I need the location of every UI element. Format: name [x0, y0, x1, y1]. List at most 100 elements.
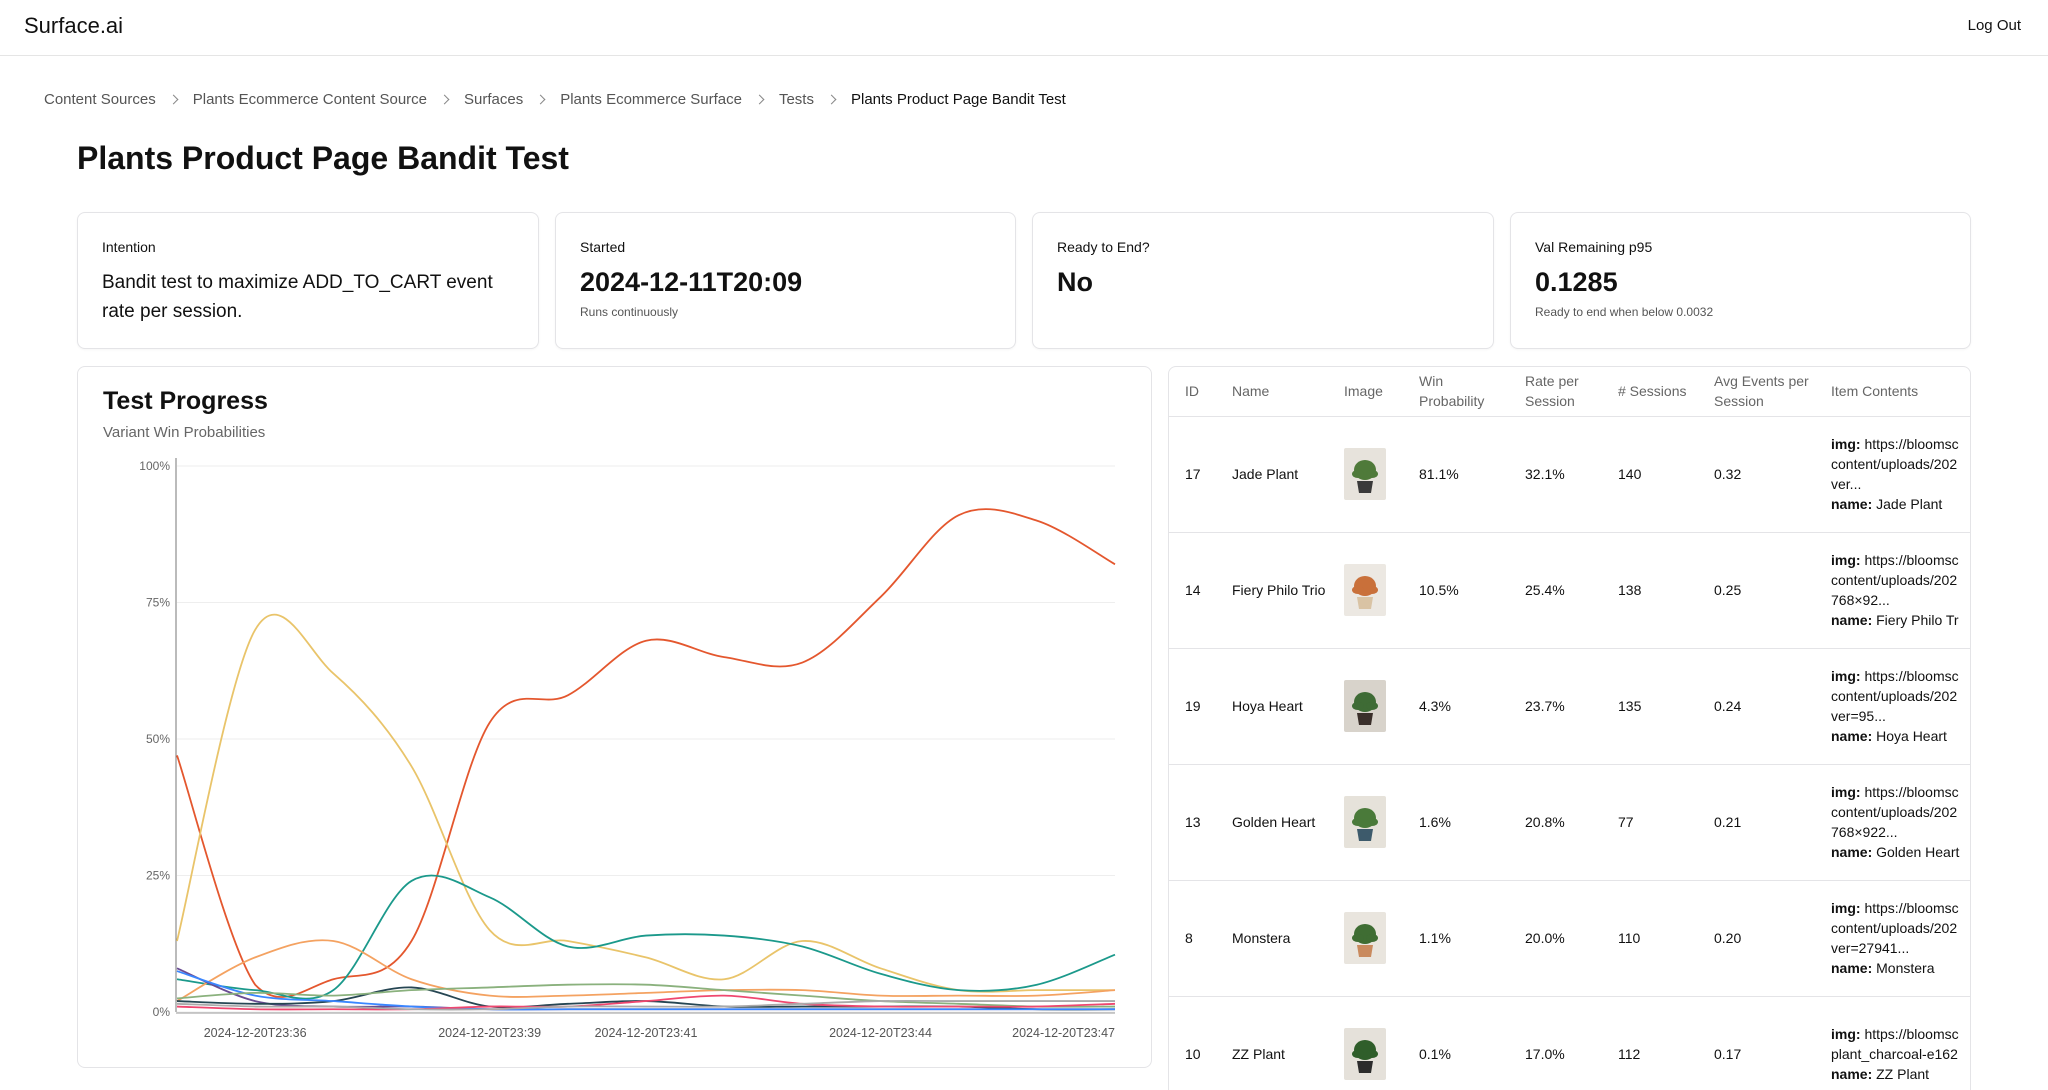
content-img-line: ver=27941...	[1831, 940, 1910, 956]
val-remaining-label: Val Remaining p95	[1535, 239, 1653, 255]
cell-rate-per-session: 20.8%	[1509, 764, 1602, 881]
content-name-key: name:	[1831, 496, 1873, 512]
content-name-value: Monstera	[1876, 960, 1935, 976]
plant-thumbnail	[1344, 912, 1386, 964]
table-row[interactable]: 19 Hoya Heart 4.3% 23.7% 135 0.24 img: https:/…	[1169, 648, 1970, 765]
plant-thumbnail	[1344, 564, 1386, 616]
series-line	[176, 967, 1115, 1011]
series-line	[176, 874, 1116, 1000]
cell-item-contents: img: https://bloomsc plant_charcoal-e162 n…	[1815, 996, 1970, 1090]
cell-sessions: 135	[1602, 648, 1698, 765]
variants-table: ID Name Image Win Probability Rate per S…	[1169, 367, 1970, 1090]
val-remaining-sub: Ready to end when below 0.0032	[1535, 305, 1714, 319]
y-tick-label: 50%	[146, 732, 170, 746]
cell-avg-events: 0.24	[1698, 648, 1815, 765]
table-row[interactable]: 17 Jade Plant 81.1% 32.1% 140 0.32 img: https:…	[1169, 416, 1970, 533]
cell-win-probability: 0.1%	[1403, 996, 1509, 1090]
breadcrumb-tests[interactable]: Tests	[778, 90, 814, 108]
breadcrumb-current-test: Plants Product Page Bandit Test	[850, 90, 1066, 108]
breadcrumb-content-sources[interactable]: Content Sources	[44, 90, 156, 108]
cell-sessions: 140	[1602, 416, 1698, 533]
cell-name: Hoya Heart	[1216, 648, 1328, 765]
cell-id: 8	[1169, 880, 1216, 997]
column-header-name[interactable]: Name	[1216, 367, 1328, 417]
breadcrumb-surface[interactable]: Plants Ecommerce Surface	[560, 90, 742, 108]
log-out-button[interactable]: Log Out	[1967, 17, 2021, 34]
series-line	[176, 999, 1115, 1011]
content-img-line: https://bloomsc	[1864, 900, 1959, 916]
cell-name: Monstera	[1216, 880, 1328, 997]
column-header-win-probability[interactable]: Win Probability	[1403, 367, 1509, 417]
column-header-image[interactable]: Image	[1328, 367, 1403, 417]
page-title: Plants Product Page Bandit Test	[77, 140, 569, 176]
content-img-line: https://bloomsc	[1864, 552, 1959, 568]
content-name-value: ZZ Plant	[1876, 1066, 1930, 1082]
test-progress-card: 100% 75% 50% 25% 0% 2024-12-20T23:36 2024-12-2…	[77, 366, 1152, 1068]
table-row[interactable]: 14 Fiery Philo Trio 10.5% 25.4% 138 0.25 img: …	[1169, 532, 1970, 649]
content-img-key: img:	[1831, 900, 1861, 916]
series-line	[176, 983, 1116, 1008]
cell-win-probability: 1.1%	[1403, 880, 1509, 997]
chevron-right-icon	[754, 94, 765, 104]
intention-text: Bandit test to maximize ADD_TO_CART even…	[102, 272, 493, 322]
breadcrumb-content-source[interactable]: Plants Ecommerce Content Source	[192, 90, 428, 108]
cell-sessions: 110	[1602, 880, 1698, 997]
content-name-value: Jade Plant	[1876, 496, 1943, 512]
content-name-value: Hoya Heart	[1876, 728, 1947, 744]
breadcrumb-surfaces[interactable]: Surfaces	[464, 90, 524, 108]
content-img-line: 768×92...	[1831, 592, 1890, 608]
brand-logo[interactable]: Surface.ai	[24, 13, 124, 38]
column-header-avg-events[interactable]: Avg Events per Session	[1698, 367, 1815, 417]
cell-id: 14	[1169, 532, 1216, 649]
started-sub: Runs continuously	[580, 305, 679, 319]
val-remaining-value: 0.1285	[1535, 267, 1618, 297]
cell-image	[1328, 648, 1403, 765]
chevron-right-icon	[535, 94, 546, 104]
series-line	[176, 613, 1115, 993]
content-name-key: name:	[1831, 728, 1873, 744]
column-header-rate-per-session[interactable]: Rate per Session	[1509, 367, 1602, 417]
table-row[interactable]: 13 Golden Heart 1.6% 20.8% 77 0.21 img: https:…	[1169, 764, 1970, 881]
ready-card: Ready to End? No	[1032, 212, 1494, 349]
table-row[interactable]: 10 ZZ Plant 0.1% 17.0% 112 0.17 img: https://b…	[1169, 996, 1970, 1090]
content-img-line: https://bloomsc	[1864, 436, 1959, 452]
cell-win-probability: 4.3%	[1403, 648, 1509, 765]
x-tick-label: 2024-12-20T23:41	[595, 1026, 698, 1040]
series-line	[176, 970, 1115, 1011]
y-tick-label: 100%	[139, 459, 170, 473]
cell-item-contents: img: https://bloomsc content/uploads/202 v…	[1815, 880, 1970, 997]
cell-name: Fiery Philo Trio	[1216, 532, 1328, 649]
variants-table-card: ID Name Image Win Probability Rate per S…	[1168, 366, 1971, 1090]
cell-rate-per-session: 23.7%	[1509, 648, 1602, 765]
cell-image	[1328, 880, 1403, 997]
win-probability-chart: 100% 75% 50% 25% 0% 2024-12-20T23:36 2024-12-2…	[139, 458, 1116, 1040]
column-header-sessions[interactable]: # Sessions	[1602, 367, 1698, 417]
started-label: Started	[580, 239, 626, 255]
content-img-line: plant_charcoal-e162	[1831, 1046, 1958, 1062]
cell-name: Jade Plant	[1216, 416, 1328, 533]
breadcrumb: Content Sources Plants Ecommerce Content…	[44, 88, 1066, 110]
cell-win-probability: 10.5%	[1403, 532, 1509, 649]
cell-item-contents: img: https://bloomsc content/uploads/202 7…	[1815, 764, 1970, 881]
series-line	[176, 939, 1116, 1002]
content-img-key: img:	[1831, 784, 1861, 800]
y-tick-label: 75%	[146, 596, 170, 610]
cell-avg-events: 0.25	[1698, 532, 1815, 649]
val-remaining-card: Val Remaining p95 0.1285 Ready to end wh…	[1510, 212, 1971, 349]
column-header-item-contents[interactable]: Item Contents	[1815, 367, 1970, 417]
cell-rate-per-session: 25.4%	[1509, 532, 1602, 649]
plant-thumbnail	[1344, 448, 1386, 500]
content-img-line: content/uploads/202	[1831, 804, 1958, 820]
series-line	[176, 508, 1116, 998]
column-header-id[interactable]: ID	[1169, 367, 1216, 417]
content-img-key: img:	[1831, 552, 1861, 568]
top-bar: Surface.ai Log Out	[0, 0, 2048, 56]
table-row[interactable]: 8 Monstera 1.1% 20.0% 110 0.20 img: https://bl…	[1169, 880, 1970, 997]
content-img-line: content/uploads/202	[1831, 920, 1958, 936]
cell-avg-events: 0.32	[1698, 416, 1815, 533]
content-img-line: https://bloomsc	[1864, 1026, 1959, 1042]
cell-rate-per-session: 32.1%	[1509, 416, 1602, 533]
cell-id: 17	[1169, 416, 1216, 533]
x-tick-label: 2024-12-20T23:39	[438, 1026, 541, 1040]
content-img-key: img:	[1831, 436, 1861, 452]
